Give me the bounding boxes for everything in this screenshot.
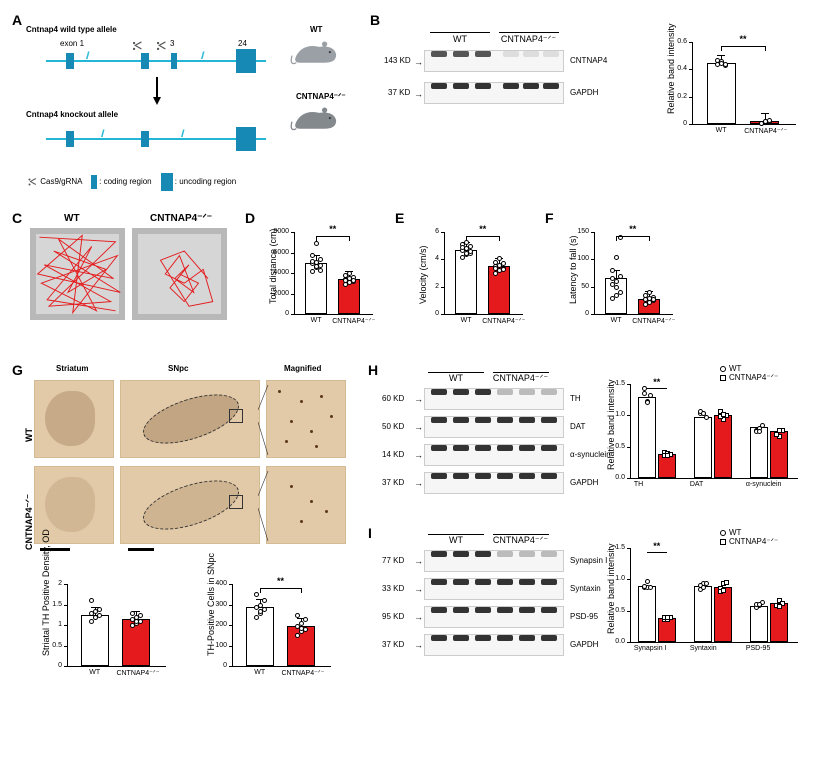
openfield-wt <box>30 228 125 320</box>
panel-C-label: C <box>12 210 22 226</box>
ihc-snpc-ko <box>120 466 260 544</box>
scissors-icon <box>130 39 144 53</box>
legend-H: WT CNTNAP4⁻ᐟ⁻ <box>720 364 778 382</box>
legend-I: WT CNTNAP4⁻ᐟ⁻ <box>720 528 778 546</box>
chart-H: 0.00.51.01.5Relative band intensity**THD… <box>600 370 800 500</box>
panel-G-label: G <box>12 362 23 378</box>
chart-D: 02000400060008000Total distance (cm)WTCN… <box>262 218 377 338</box>
scissors-icon <box>154 39 168 53</box>
ihc-snpc-wt <box>120 380 260 458</box>
zoom-lines <box>258 380 270 460</box>
mouse-icon <box>286 38 342 68</box>
zoom-lines <box>258 466 270 546</box>
mouse-wt-label: WT <box>310 25 322 34</box>
wt-allele-title: Cntnap4 wild type allele <box>26 25 117 34</box>
chart-F: 050100150Latency to fall (s)WTCNTNAP4⁻ᐟ⁻… <box>562 218 677 338</box>
panel-B-label: B <box>370 12 380 28</box>
blot-cntnap4 <box>424 50 564 72</box>
panel-H-label: H <box>368 362 378 378</box>
panel-A-label: A <box>12 12 22 28</box>
mouse-icon <box>286 104 342 134</box>
chart-G2: 0100200300400TH-Positive Cells in SNpcWT… <box>200 570 335 690</box>
chart-B: 00.20.40.6Relative band intensityWTCNTNA… <box>660 28 800 148</box>
chart-I: 0.00.51.01.5Relative band intensity**Syn… <box>600 534 800 664</box>
panel-F-label: F <box>545 210 554 226</box>
ihc-mag-ko <box>266 466 346 544</box>
ihc-striatum-wt <box>34 380 114 458</box>
mouse-ko-label: CNTNAP4⁻ᐟ⁻ <box>296 92 346 101</box>
scissors-icon <box>26 176 38 188</box>
chart-G1: 00.511.52Striatal TH Positive Density, O… <box>35 570 170 690</box>
openfield-ko <box>132 228 227 320</box>
panel-I-label: I <box>368 525 372 541</box>
ko-allele-title: Cntnap4 knockout allele <box>26 110 118 119</box>
chart-E: 0246Velocity (cm/s)WTCNTNAP4⁻ᐟ⁻** <box>412 218 527 338</box>
panel-D-label: D <box>245 210 255 226</box>
blot-gapdh <box>424 82 564 104</box>
panel-E-label: E <box>395 210 404 226</box>
